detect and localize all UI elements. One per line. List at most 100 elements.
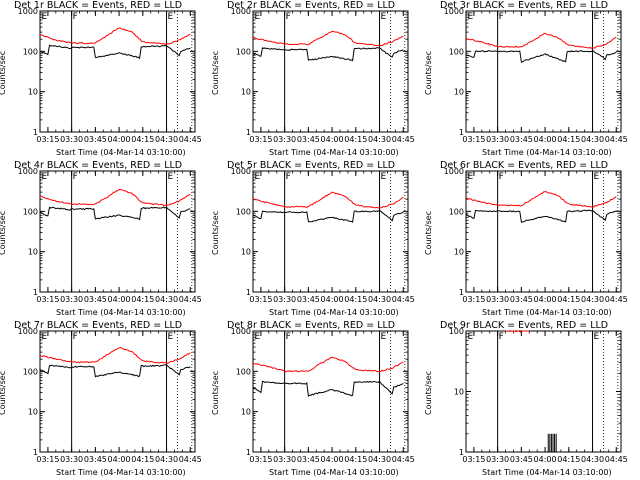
y-tick-label: 100 (23, 207, 38, 216)
x-axis-label: Start Time (04-Mar-14 03:10:00) (269, 468, 399, 477)
marker-label: E (381, 12, 387, 22)
x-tick-label: 03:15 (462, 455, 485, 464)
lld-series-line (39, 346, 191, 364)
x-tick-label: 03:15 (462, 295, 485, 304)
x-tick-label: 04:15 (131, 135, 154, 144)
x-tick-label: 04:30 (581, 135, 604, 144)
marker-label: F (73, 12, 78, 22)
x-tick-label: 04:00 (321, 295, 344, 304)
y-tick-label: 1 (246, 288, 251, 297)
plot-frame (39, 10, 196, 133)
y-tick-label: 10 (241, 408, 251, 417)
x-tick-label: 03:45 (84, 295, 107, 304)
x-tick-label: 03:15 (249, 295, 272, 304)
plot-area: 1 10 100 1000 03:15 03:30 03:45 04:00 04:15 04:30… (18, 327, 202, 464)
y-tick-label: 10 (454, 248, 464, 257)
marker-label: E (42, 172, 48, 182)
plot-area: 1 10 100 1000 03:15 03:30 03:45 04:00 04:15 04:30… (18, 7, 202, 144)
plot-frame (252, 10, 409, 133)
y-tick-label: 1000 (231, 327, 251, 336)
x-tick-label: 04:15 (344, 455, 367, 464)
detector-panel: Det 3r BLACK = Events, RED = LLD Counts/s… (424, 0, 639, 160)
x-tick-label: 04:00 (108, 455, 131, 464)
x-tick-label: 03:45 (297, 135, 320, 144)
x-tick-label: 04:30 (368, 295, 391, 304)
x-tick-label: 04:15 (557, 135, 580, 144)
y-tick-label: 10 (241, 248, 251, 257)
lld-series-line (252, 30, 404, 47)
y-tick-label: 1 (246, 448, 251, 457)
x-tick-label: 03:30 (60, 455, 83, 464)
events-series-line (39, 364, 191, 378)
panel-title: Det 2r BLACK = Events, RED = LLD (227, 0, 396, 11)
y-tick-label: 1 (459, 128, 464, 137)
detector-panel: Det 7r BLACK = Events, RED = LLD Counts/s… (0, 320, 213, 480)
plot-area: 1 10 100 1000 03:15 03:30 03:45 04:00 04:15 04:30… (231, 7, 415, 144)
detector-panel: Det 5r BLACK = Events, RED = LLD Counts/s… (211, 160, 426, 320)
x-tick-label: 03:45 (84, 135, 107, 144)
x-tick-label: 03:45 (510, 135, 533, 144)
events-series-line (39, 44, 191, 60)
marker-label: E (255, 332, 261, 342)
y-tick-label: 100 (449, 327, 464, 336)
x-tick-label: 04:45 (179, 455, 202, 464)
marker-label: E (168, 332, 174, 342)
x-tick-label: 04:30 (155, 135, 178, 144)
marker-label: E (381, 332, 387, 342)
y-tick-label: 10 (454, 388, 464, 397)
y-tick-label: 100 (23, 367, 38, 376)
x-tick-label: 04:30 (155, 455, 178, 464)
x-tick-label: 04:00 (534, 455, 557, 464)
marker-label: F (499, 332, 504, 342)
events-series-line (252, 47, 404, 62)
y-tick-label: 1000 (231, 7, 251, 16)
x-axis-label: Start Time (04-Mar-14 03:10:00) (482, 308, 612, 317)
events-series-line (39, 206, 191, 221)
marker-label: E (255, 172, 261, 182)
x-tick-label: 04:00 (321, 455, 344, 464)
plot-area: 1 10 100 1000 03:15 03:30 03:45 04:00 04:15 04:30… (231, 167, 415, 304)
marker-label: F (499, 12, 504, 22)
x-tick-label: 03:45 (510, 295, 533, 304)
x-tick-label: 03:30 (60, 135, 83, 144)
x-axis-label: Start Time (04-Mar-14 03:10:00) (56, 308, 186, 317)
x-tick-label: 04:15 (557, 455, 580, 464)
marker-label: E (468, 332, 474, 342)
x-tick-label: 04:30 (581, 295, 604, 304)
y-tick-label: 1 (33, 128, 38, 137)
y-tick-label: 100 (236, 47, 251, 56)
x-tick-label: 03:45 (510, 455, 533, 464)
lld-series-line (505, 330, 530, 333)
detector-panel: Det 8r BLACK = Events, RED = LLD Counts/s… (211, 320, 426, 480)
y-tick-label: 1 (459, 448, 464, 457)
x-tick-label: 04:00 (321, 135, 344, 144)
x-tick-label: 03:15 (462, 135, 485, 144)
marker-label: F (286, 12, 291, 22)
lld-series-line (465, 191, 617, 208)
x-tick-label: 04:15 (344, 135, 367, 144)
x-axis-label: Start Time (04-Mar-14 03:10:00) (56, 148, 186, 157)
x-tick-label: 04:15 (557, 295, 580, 304)
panel-title: Det 8r BLACK = Events, RED = LLD (227, 320, 396, 331)
x-tick-label: 04:30 (368, 135, 391, 144)
y-tick-label: 1 (33, 448, 38, 457)
marker-label: E (255, 12, 261, 22)
x-tick-label: 03:15 (36, 295, 59, 304)
x-tick-label: 03:15 (36, 455, 59, 464)
marker-label: F (73, 332, 78, 342)
plot-frame (39, 330, 196, 453)
y-tick-label: 1000 (444, 167, 464, 176)
x-tick-label: 04:45 (179, 135, 202, 144)
x-tick-label: 03:15 (249, 455, 272, 464)
lld-series-line (252, 356, 404, 373)
detector-panel: Det 2r BLACK = Events, RED = LLD Counts/s… (211, 0, 426, 160)
plot-frame (465, 170, 622, 293)
marker-label: E (594, 332, 600, 342)
x-tick-label: 04:00 (108, 295, 131, 304)
plot-frame (252, 330, 409, 453)
panel-title: Det 5r BLACK = Events, RED = LLD (227, 160, 396, 171)
marker-label: E (168, 172, 174, 182)
panel-title: Det 6r BLACK = Events, RED = LLD (440, 160, 609, 171)
y-tick-label: 100 (449, 207, 464, 216)
